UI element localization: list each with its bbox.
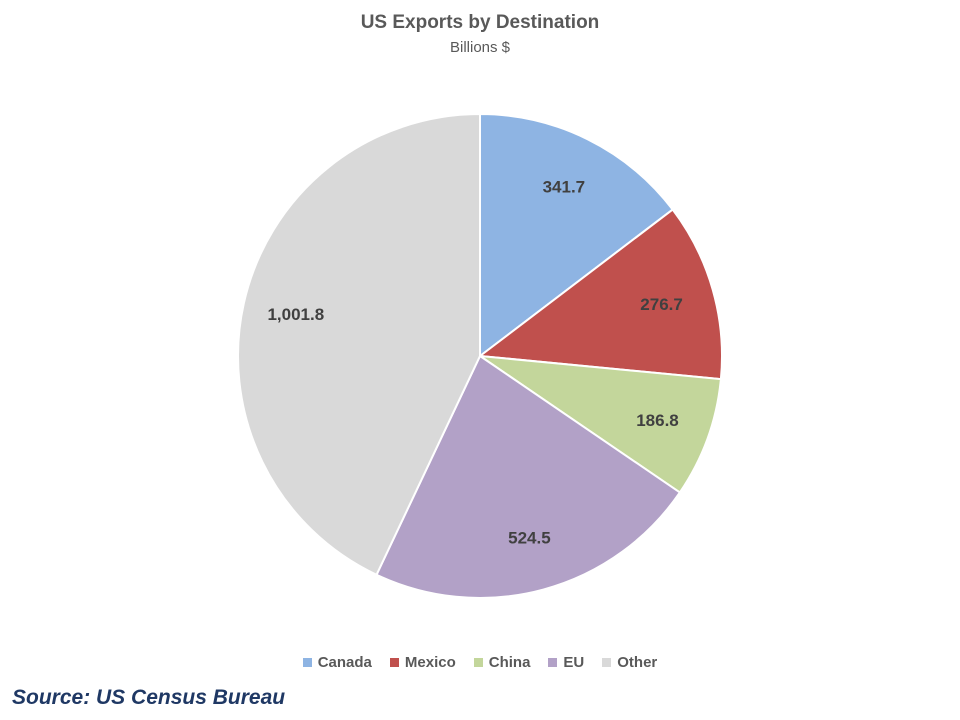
data-label-other: 1,001.8 — [267, 305, 324, 324]
legend-swatch-mexico — [389, 658, 399, 667]
pie-slices — [237, 112, 723, 599]
pie-slice-canada — [479, 112, 675, 359]
legend-item-other: Other — [602, 654, 657, 671]
legend-swatch-china — [473, 658, 483, 667]
source-note: Source: US Census Bureau — [12, 686, 286, 709]
legend-label-eu: EU — [563, 654, 585, 671]
legend-label-other: Other — [617, 654, 658, 671]
legend-item-canada: Canada — [302, 654, 372, 671]
chart-title: US Exports by Destination — [360, 12, 600, 33]
pie-slice-other — [237, 112, 481, 577]
legend-label-canada: Canada — [317, 654, 372, 671]
data-label-canada: 341.7 — [543, 177, 586, 196]
legend-item-china: China — [473, 654, 531, 671]
data-label-china: 186.8 — [636, 411, 679, 430]
pie-data-labels: 341.7 276.7 186.8 524.5 1,001.8 — [267, 177, 682, 547]
data-label-eu: 524.5 — [508, 529, 551, 548]
data-label-mexico: 276.7 — [640, 295, 683, 314]
legend-label-china: China — [488, 654, 531, 671]
legend-swatch-eu — [548, 658, 558, 667]
chart-legend: Canada Mexico China EU Other — [0, 654, 960, 671]
legend-item-eu: EU — [548, 654, 584, 671]
legend-swatch-canada — [302, 658, 312, 667]
chart-subtitle: Billions $ — [449, 39, 511, 56]
legend-label-mexico: Mexico — [404, 654, 456, 671]
legend-item-mexico: Mexico — [389, 654, 456, 671]
legend-swatch-other — [602, 658, 612, 667]
pie-slice-mexico — [477, 208, 723, 381]
pie-slice-china — [479, 355, 722, 494]
